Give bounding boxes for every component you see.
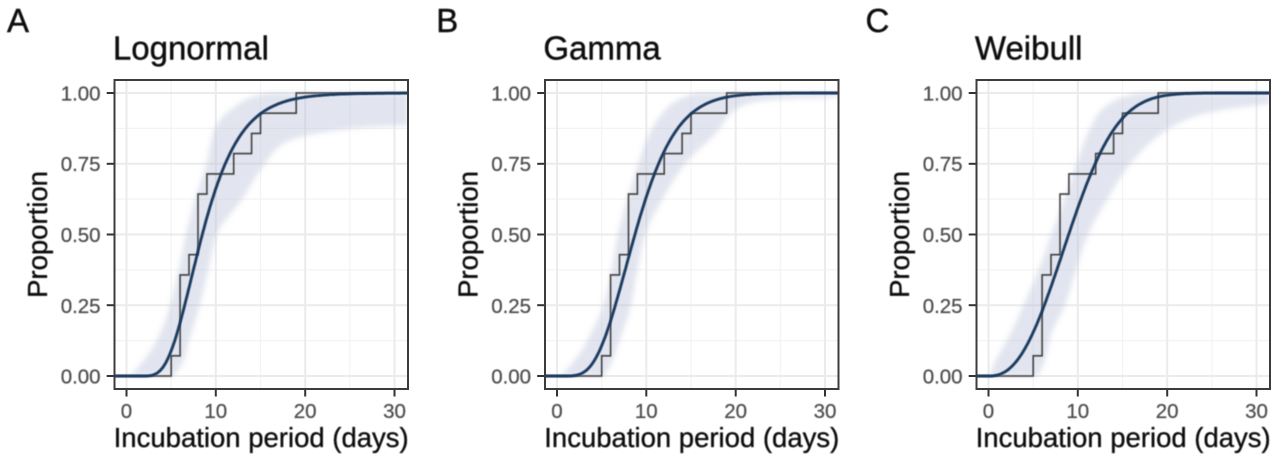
- svg-text:Incubation period (days): Incubation period (days): [544, 422, 839, 453]
- svg-text:1.00: 1.00: [491, 83, 531, 106]
- svg-text:0: 0: [983, 400, 994, 423]
- svg-text:1.00: 1.00: [923, 83, 963, 106]
- svg-text:Gamma: Gamma: [543, 29, 661, 66]
- svg-text:B: B: [436, 2, 458, 39]
- svg-text:0.50: 0.50: [61, 224, 101, 247]
- svg-text:0.75: 0.75: [61, 153, 101, 176]
- svg-text:Incubation period (days): Incubation period (days): [976, 422, 1271, 453]
- svg-text:20: 20: [1156, 400, 1179, 423]
- svg-text:1.00: 1.00: [61, 83, 101, 106]
- svg-text:10: 10: [635, 400, 658, 423]
- svg-text:0: 0: [121, 400, 132, 423]
- svg-text:0.00: 0.00: [923, 366, 963, 389]
- svg-text:30: 30: [814, 400, 837, 423]
- svg-text:Lognormal: Lognormal: [113, 29, 269, 66]
- svg-text:Proportion: Proportion: [453, 171, 484, 298]
- svg-text:0.75: 0.75: [923, 153, 963, 176]
- svg-text:0.75: 0.75: [491, 153, 531, 176]
- svg-text:10: 10: [204, 400, 227, 423]
- svg-text:A: A: [7, 2, 29, 39]
- svg-text:30: 30: [383, 400, 406, 423]
- svg-text:0.25: 0.25: [491, 295, 531, 318]
- svg-text:20: 20: [724, 400, 747, 423]
- svg-text:Weibull: Weibull: [975, 29, 1083, 66]
- svg-text:0.50: 0.50: [491, 224, 531, 247]
- svg-text:30: 30: [1245, 400, 1268, 423]
- svg-text:10: 10: [1066, 400, 1089, 423]
- svg-text:0.25: 0.25: [923, 295, 963, 318]
- svg-text:Proportion: Proportion: [22, 171, 53, 298]
- svg-text:C: C: [866, 2, 890, 39]
- svg-text:0.25: 0.25: [61, 295, 101, 318]
- svg-text:Incubation period (days): Incubation period (days): [114, 422, 409, 453]
- svg-text:0.50: 0.50: [923, 224, 963, 247]
- svg-text:0.00: 0.00: [61, 366, 101, 389]
- svg-text:Proportion: Proportion: [884, 171, 915, 298]
- svg-text:0.00: 0.00: [491, 366, 531, 389]
- svg-text:20: 20: [294, 400, 317, 423]
- svg-text:0: 0: [551, 400, 562, 423]
